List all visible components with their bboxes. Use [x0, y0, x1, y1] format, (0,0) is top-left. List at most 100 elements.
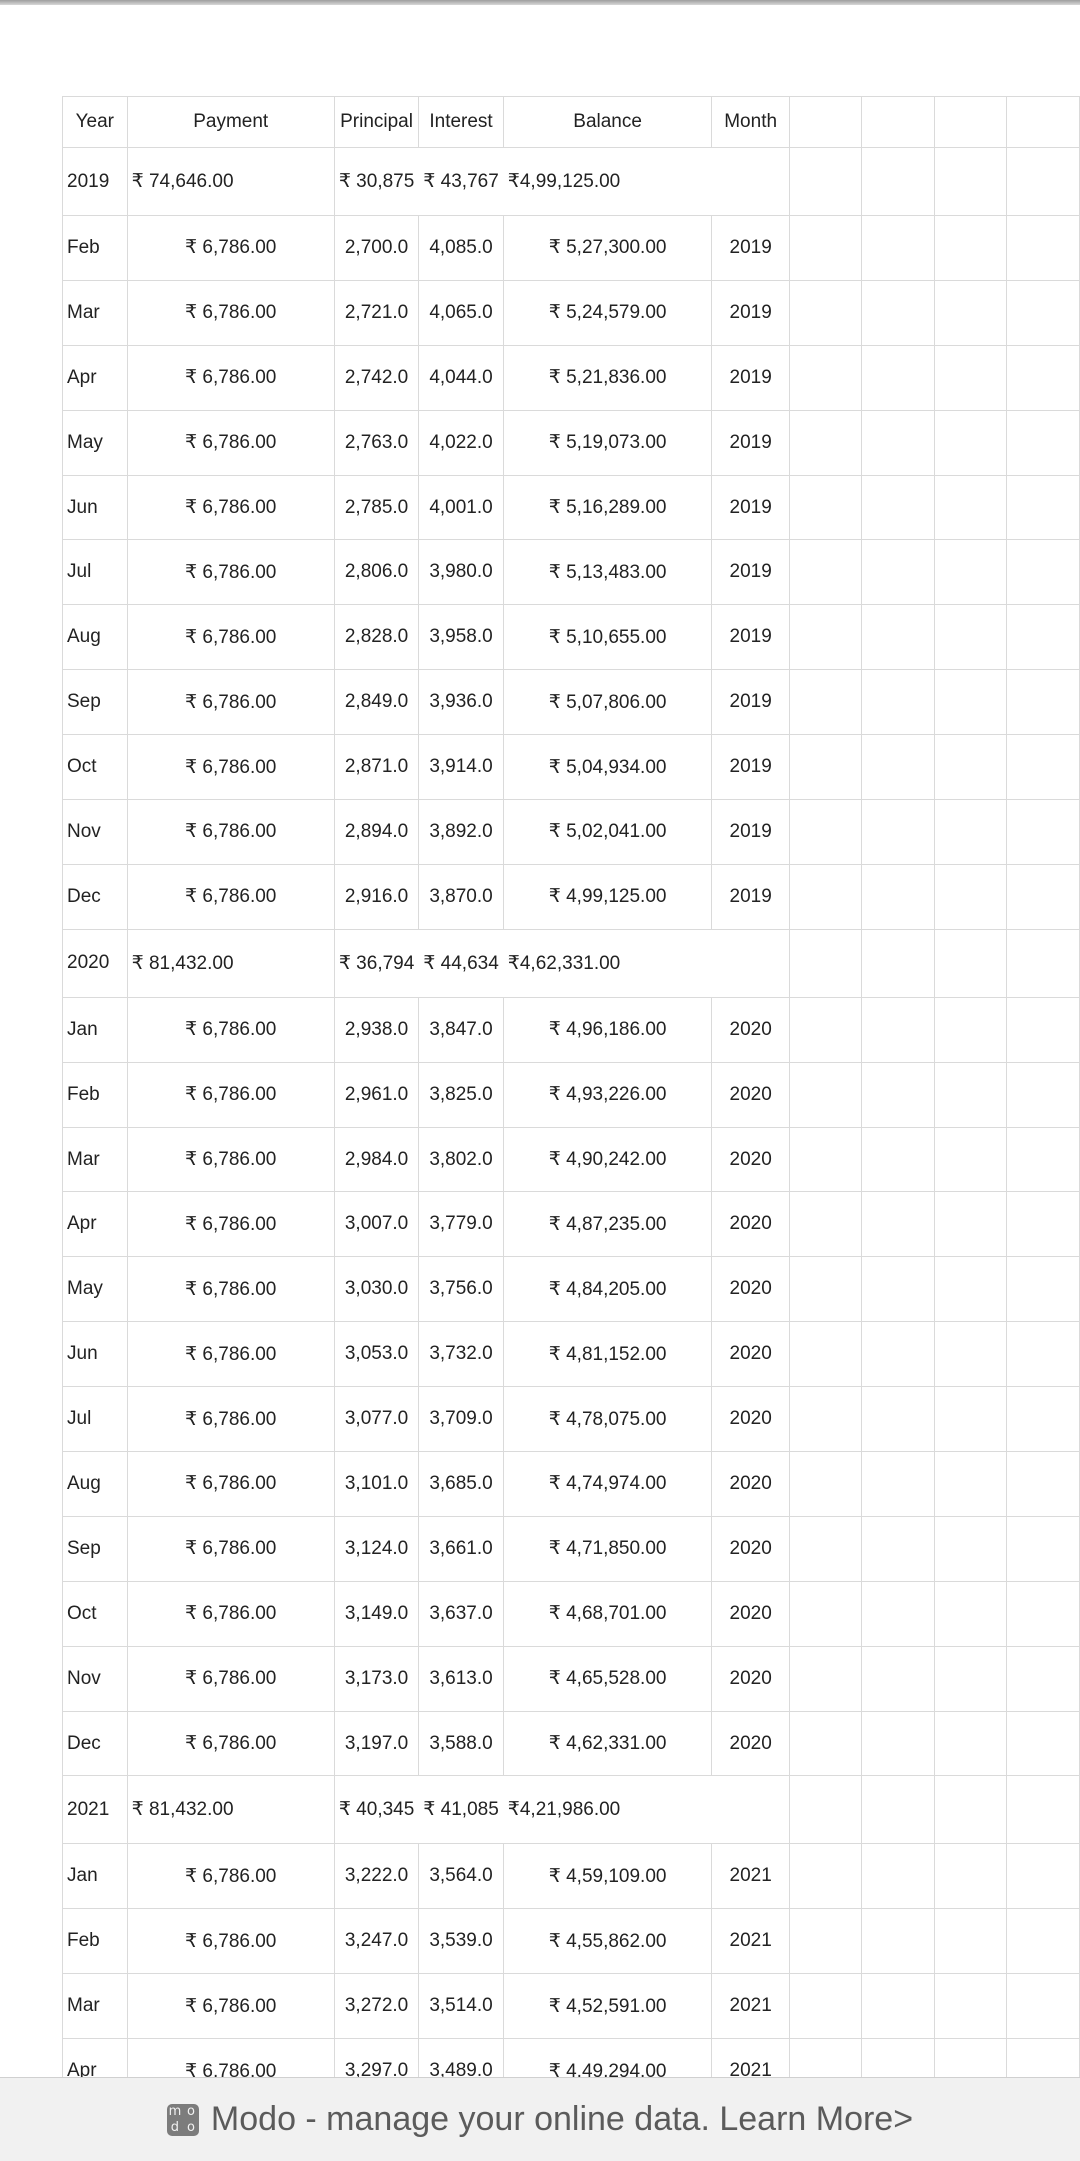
balance-cell[interactable]: ₹ 4,78,075.00 — [502, 1386, 713, 1453]
empty-cell[interactable] — [861, 1775, 935, 1845]
interest-cell[interactable]: 3,732.0 — [418, 1321, 504, 1388]
balance-cell[interactable]: ₹ 5,04,934.00 — [502, 734, 713, 801]
empty-cell[interactable] — [861, 1321, 935, 1388]
principal-cell[interactable]: 2,894.0 — [333, 799, 420, 865]
interest-cell[interactable]: 3,802.0 — [418, 1126, 504, 1193]
balance-cell[interactable]: ₹ 4,74,974.00 — [502, 1451, 713, 1517]
empty-cell[interactable] — [1006, 147, 1080, 216]
payment-cell[interactable]: ₹ 6,786.00 — [126, 863, 335, 930]
empty-cell[interactable] — [861, 1710, 935, 1777]
month-name-cell[interactable]: Oct — [62, 1580, 128, 1647]
year-cell[interactable]: 2021 — [711, 1908, 790, 1975]
year-cell[interactable]: 2020 — [711, 1386, 790, 1453]
interest-cell[interactable]: 3,847.0 — [418, 996, 504, 1063]
principal-cell[interactable]: 2,763.0 — [333, 409, 420, 476]
interest-cell[interactable]: 3,685.0 — [418, 1451, 504, 1517]
empty-cell[interactable] — [933, 1321, 1008, 1388]
empty-cell[interactable] — [788, 1126, 863, 1193]
year-cell[interactable]: 2020 — [711, 1515, 790, 1582]
empty-cell[interactable] — [788, 1843, 863, 1910]
balance-cell[interactable]: ₹ 5,13,483.00 — [502, 539, 713, 606]
balance-cell[interactable]: ₹ 5,21,836.00 — [502, 344, 713, 411]
payment-cell[interactable]: ₹ 6,786.00 — [126, 409, 335, 476]
empty-cell[interactable] — [788, 1191, 863, 1258]
payment-cell[interactable]: ₹ 6,786.00 — [126, 1645, 335, 1712]
month-name-cell[interactable]: Aug — [62, 604, 128, 671]
empty-cell[interactable] — [788, 863, 863, 930]
principal-cell[interactable]: 3,173.0 — [333, 1645, 420, 1712]
balance-cell[interactable]: ₹ 5,02,041.00 — [502, 799, 713, 865]
empty-cell[interactable] — [1006, 928, 1080, 998]
interest-cell[interactable]: 3,756.0 — [418, 1256, 504, 1323]
year-cell[interactable]: 2020 — [711, 1710, 790, 1777]
empty-cell[interactable] — [711, 1775, 790, 1845]
banner-text[interactable]: Modo - manage your online data. Learn Mo… — [210, 2100, 914, 2138]
empty-cell[interactable] — [861, 279, 935, 346]
month-name-cell[interactable]: Feb — [62, 1061, 128, 1128]
empty-cell[interactable] — [933, 996, 1008, 1063]
summary-year[interactable]: 2019 — [62, 147, 128, 216]
summary-balance[interactable]: ₹4,21,986.00 — [503, 1775, 712, 1845]
year-cell[interactable]: 2020 — [711, 1451, 790, 1517]
payment-cell[interactable]: ₹ 6,786.00 — [126, 215, 335, 281]
month-name-cell[interactable]: Feb — [62, 1908, 128, 1975]
empty-cell[interactable] — [788, 409, 863, 476]
principal-cell[interactable]: 3,197.0 — [333, 1710, 420, 1777]
empty-cell[interactable] — [1006, 799, 1080, 865]
empty-cell[interactable] — [861, 215, 935, 281]
summary-payment[interactable]: ₹ 81,432.00 — [126, 928, 335, 998]
balance-cell[interactable]: ₹ 5,19,073.00 — [502, 409, 713, 476]
interest-cell[interactable]: 3,709.0 — [418, 1386, 504, 1453]
empty-cell[interactable] — [861, 474, 935, 541]
interest-cell[interactable]: 3,637.0 — [418, 1580, 504, 1647]
empty-cell[interactable] — [1006, 1191, 1080, 1258]
payment-cell[interactable]: ₹ 6,786.00 — [126, 539, 335, 606]
empty-cell[interactable] — [1006, 1386, 1080, 1453]
principal-cell[interactable]: 2,849.0 — [333, 669, 420, 736]
year-cell[interactable]: 2019 — [711, 604, 790, 671]
empty-cell[interactable] — [788, 1386, 863, 1453]
interest-cell[interactable]: 4,085.0 — [418, 215, 504, 281]
empty-cell[interactable] — [788, 344, 863, 411]
empty-cell[interactable] — [1006, 1775, 1080, 1845]
year-cell[interactable]: 2020 — [711, 1061, 790, 1128]
interest-cell[interactable]: 3,825.0 — [418, 1061, 504, 1128]
principal-cell[interactable]: 2,742.0 — [333, 344, 420, 411]
empty-cell[interactable] — [861, 1451, 935, 1517]
payment-cell[interactable]: ₹ 6,786.00 — [126, 1256, 335, 1323]
payment-cell[interactable]: ₹ 6,786.00 — [126, 996, 335, 1063]
empty-cell[interactable] — [933, 734, 1008, 801]
month-name-cell[interactable]: May — [62, 1256, 128, 1323]
empty-cell[interactable] — [1006, 1908, 1080, 1975]
year-cell[interactable]: 2019 — [711, 863, 790, 930]
interest-cell[interactable]: 4,065.0 — [418, 279, 504, 346]
principal-cell[interactable]: 3,053.0 — [333, 1321, 420, 1388]
payment-cell[interactable]: ₹ 6,786.00 — [126, 1973, 335, 2040]
balance-cell[interactable]: ₹ 4,65,528.00 — [502, 1645, 713, 1712]
header-payment[interactable]: Payment — [126, 96, 335, 148]
empty-cell[interactable] — [933, 1580, 1008, 1647]
year-cell[interactable]: 2019 — [711, 215, 790, 281]
interest-cell[interactable]: 3,958.0 — [418, 604, 504, 671]
payment-cell[interactable]: ₹ 6,786.00 — [126, 1843, 335, 1910]
empty-cell[interactable] — [1006, 604, 1080, 671]
empty-cell[interactable] — [933, 1645, 1008, 1712]
year-cell[interactable]: 2021 — [711, 1843, 790, 1910]
year-cell[interactable]: 2019 — [711, 734, 790, 801]
balance-cell[interactable]: ₹ 4,68,701.00 — [502, 1580, 713, 1647]
principal-cell[interactable]: 3,007.0 — [333, 1191, 420, 1258]
payment-cell[interactable]: ₹ 6,786.00 — [126, 1386, 335, 1453]
month-name-cell[interactable]: Mar — [62, 279, 128, 346]
empty-cell[interactable] — [711, 147, 790, 216]
empty-cell[interactable] — [861, 147, 935, 216]
balance-cell[interactable]: ₹ 5,07,806.00 — [502, 669, 713, 736]
year-cell[interactable]: 2019 — [711, 409, 790, 476]
empty-cell[interactable] — [1006, 1256, 1080, 1323]
empty-cell[interactable] — [788, 996, 863, 1063]
empty-cell[interactable] — [861, 1580, 935, 1647]
empty-cell[interactable] — [788, 1973, 863, 2040]
empty-cell[interactable] — [788, 1256, 863, 1323]
empty-header-cell[interactable] — [1006, 96, 1080, 148]
balance-cell[interactable]: ₹ 4,84,205.00 — [502, 1256, 713, 1323]
empty-cell[interactable] — [788, 799, 863, 865]
